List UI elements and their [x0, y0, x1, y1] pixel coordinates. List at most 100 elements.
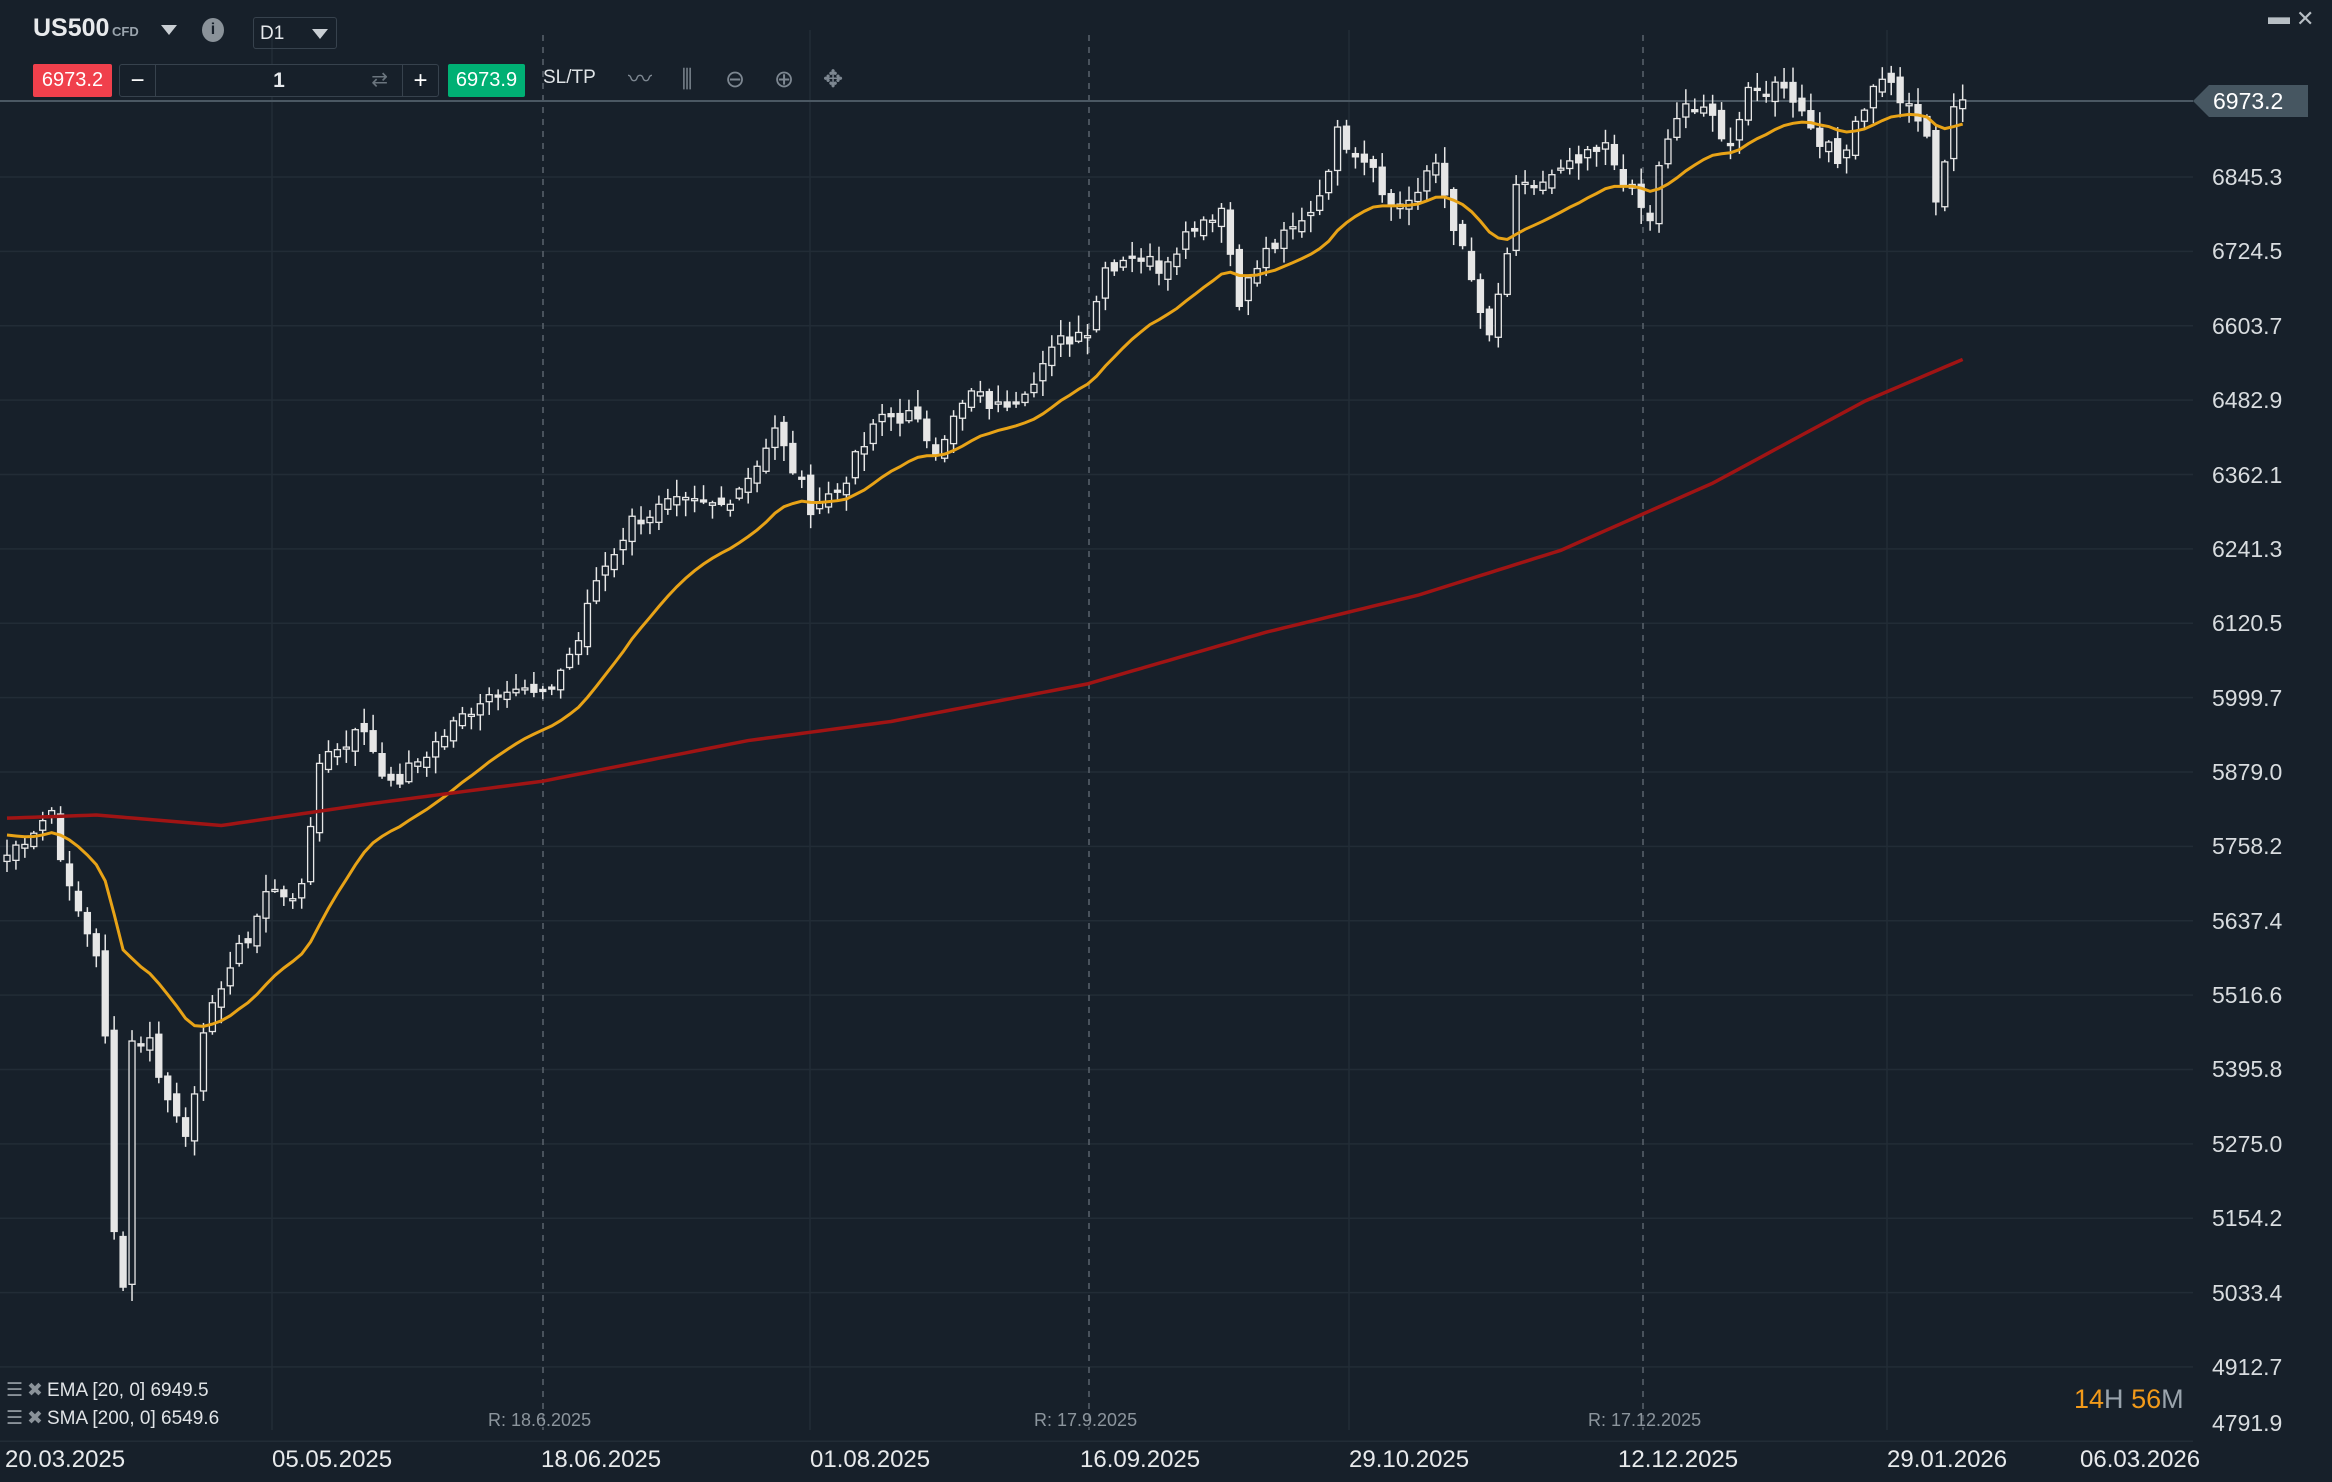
candle-up: [342, 746, 350, 750]
candle-down: [887, 413, 895, 418]
date-axis-label: 12.12.2025: [1618, 1446, 1739, 1473]
candle-up: [1941, 161, 1949, 208]
swap-icon[interactable]: ⇄: [371, 69, 388, 91]
candle-down: [280, 889, 288, 898]
candle-up: [1333, 126, 1342, 172]
countdown-hours: 14: [2074, 1384, 2105, 1414]
candle-up: [1432, 162, 1440, 176]
candle-up: [190, 1093, 199, 1142]
candle-up: [949, 415, 958, 445]
candle-down: [1441, 162, 1449, 196]
move-icon[interactable]: ✥: [822, 66, 844, 93]
remove-icon[interactable]: ✖: [27, 1380, 43, 1401]
candle-up: [1146, 255, 1154, 267]
candle-down: [1762, 93, 1770, 97]
minimize-icon[interactable]: ▬: [2268, 4, 2290, 29]
sell-button[interactable]: 6973.2: [33, 64, 112, 97]
candle-down: [244, 938, 252, 944]
candle-up: [1074, 331, 1083, 342]
candle-down: [1012, 401, 1020, 405]
candle-up: [1842, 149, 1851, 159]
candle-up: [1298, 220, 1306, 233]
candle-up: [39, 820, 47, 831]
price-axis-label: 5999.7: [2212, 684, 2283, 711]
candle-down: [1137, 257, 1145, 262]
quantity-input[interactable]: 1: [273, 69, 285, 92]
candle-up: [753, 465, 761, 484]
candle-up: [333, 749, 342, 758]
symbol-dropdown-icon[interactable]: [161, 25, 177, 35]
line-chart-icon[interactable]: 〰: [628, 66, 652, 93]
chevron-down-icon: [312, 29, 328, 39]
rollover-label: R: 17.9.2025: [1034, 1410, 1138, 1430]
candle-up: [1503, 253, 1511, 296]
close-icon[interactable]: ✕: [2296, 6, 2315, 31]
candle-up: [762, 447, 770, 472]
legend-ema[interactable]: ☰ ✖ EMA [20, 0] 6949.5: [6, 1380, 209, 1402]
candle-up: [1664, 138, 1672, 165]
candle-up: [262, 891, 270, 919]
candle-up: [1039, 363, 1047, 382]
candle-up: [1512, 183, 1520, 252]
candle-down: [1387, 193, 1395, 207]
zoom-out-icon[interactable]: ⊖: [724, 66, 746, 93]
candle-down: [1807, 110, 1815, 129]
candle-up: [1566, 160, 1574, 170]
candle-up: [1208, 219, 1217, 223]
candle-up: [1083, 335, 1092, 339]
remove-icon[interactable]: ✖: [27, 1408, 43, 1429]
candle-down: [530, 683, 538, 693]
candle-up: [1494, 293, 1502, 338]
candle-up: [458, 713, 467, 727]
increase-button[interactable]: +: [402, 65, 438, 96]
sltp-button[interactable]: SL/TP: [543, 67, 596, 88]
candle-up: [1771, 81, 1779, 103]
legend-sma[interactable]: ☰ ✖ SMA [200, 0] 6549.6: [6, 1408, 219, 1430]
candle-up: [1655, 164, 1663, 225]
price-axis-label: 6603.7: [2212, 312, 2283, 339]
info-icon[interactable]: i: [202, 18, 224, 42]
candle-up: [1316, 195, 1324, 212]
date-axis-label: 20.03.2025: [5, 1446, 126, 1473]
candle-up: [1673, 117, 1681, 138]
zoom-in-icon[interactable]: ⊕: [773, 66, 795, 93]
candle-down: [1726, 142, 1735, 147]
candle-up: [673, 496, 681, 506]
candle-down: [914, 406, 922, 420]
candlestick-icon[interactable]: ⫼: [681, 66, 693, 93]
timeframe-select[interactable]: D1: [253, 17, 337, 49]
candle-down: [1226, 209, 1235, 255]
candle-down: [1155, 260, 1163, 274]
candle-down: [1369, 159, 1377, 168]
candle-up: [976, 391, 985, 397]
candle-up: [476, 703, 484, 716]
candle-up: [226, 967, 234, 987]
candle-up: [860, 446, 868, 455]
candle-down: [164, 1075, 172, 1101]
rollover-label: R: 17.12.2025: [1588, 1410, 1702, 1430]
decrease-button[interactable]: −: [120, 65, 156, 96]
candle-up: [503, 691, 511, 701]
price-axis-label: 6724.5: [2212, 238, 2283, 265]
candle-down: [1610, 143, 1619, 166]
settings-icon[interactable]: ☰: [6, 1380, 24, 1401]
candle-up: [726, 503, 734, 511]
candle-down: [1351, 152, 1360, 158]
candle-up: [298, 883, 306, 899]
candle-up: [1324, 170, 1333, 194]
candle-down: [494, 694, 502, 698]
countdown-minutes: 56: [2131, 1384, 2162, 1414]
candle-up: [1700, 106, 1708, 114]
price-axis-label: 5275.0: [2212, 1130, 2283, 1157]
symbol-name[interactable]: US500: [33, 14, 110, 42]
candle-up: [423, 756, 431, 769]
buy-button[interactable]: 6973.9: [448, 64, 525, 97]
candle-down: [1003, 401, 1011, 408]
candle-up: [21, 843, 29, 849]
settings-icon[interactable]: ☰: [6, 1408, 24, 1429]
candle-down: [717, 497, 726, 505]
sma-label: SMA [200, 0] 6549.6: [46, 1408, 220, 1429]
quantity-stepper[interactable]: − 1 ⇄ +: [119, 64, 439, 97]
current-price-tag: 6973.2: [2193, 85, 2308, 117]
